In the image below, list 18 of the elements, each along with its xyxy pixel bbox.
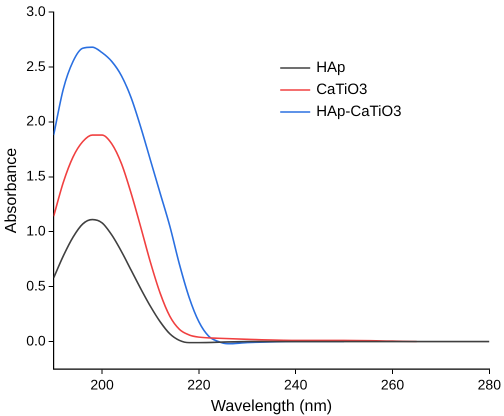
line-series <box>54 218 490 344</box>
legend-label: HAp <box>316 59 346 76</box>
y-tick-label: 2.0 <box>26 112 46 129</box>
legend-label: CaTiO3 <box>316 81 368 98</box>
x-axis-title: Wavelength (nm) <box>210 398 332 415</box>
y-tick-label: 3.0 <box>26 2 46 19</box>
x-tick-label: 200 <box>90 376 114 392</box>
y-tick-label: 2.5 <box>26 58 46 74</box>
y-tick-label: 0.5 <box>26 277 46 294</box>
y-tick-label: 1.0 <box>26 222 46 239</box>
y-axis-title: Absorbance <box>3 148 20 234</box>
y-tick-label: 0.0 <box>26 332 46 348</box>
legend-label: HAp-CaTiO3 <box>316 103 402 120</box>
x-tick-label: 280 <box>478 376 502 392</box>
y-tick-label: 1.5 <box>26 168 46 184</box>
x-tick-label: 240 <box>284 376 308 392</box>
x-tick-label: 220 <box>187 376 211 392</box>
x-tick-label: 260 <box>380 376 404 392</box>
